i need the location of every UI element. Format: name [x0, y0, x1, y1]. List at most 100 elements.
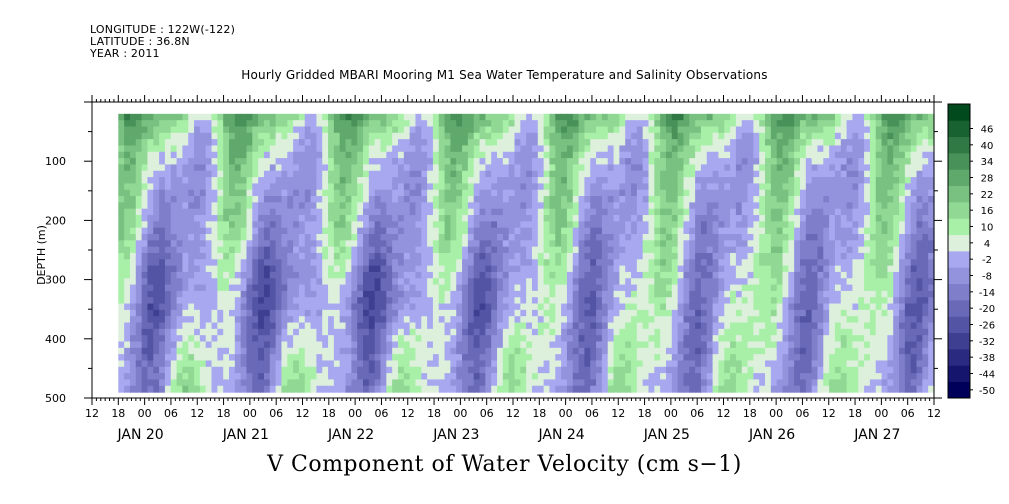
heat-cell	[561, 347, 568, 355]
heat-cell	[520, 366, 527, 374]
heat-cell	[467, 177, 475, 184]
heat-cell	[188, 385, 195, 393]
heat-cell	[281, 322, 288, 330]
heat-cell	[176, 379, 184, 387]
heat-cell	[124, 322, 131, 330]
heat-cell	[462, 183, 469, 191]
heat-cell	[747, 360, 754, 368]
heat-cell	[730, 196, 737, 203]
heat-cell	[456, 227, 463, 235]
heat-cell	[450, 120, 457, 128]
heat-cell	[357, 151, 364, 159]
heat-cell	[199, 189, 207, 197]
heat-cell	[765, 297, 772, 305]
heat-cell	[199, 145, 207, 153]
heat-cell	[497, 335, 504, 343]
heat-cell	[421, 271, 428, 279]
heat-cell	[502, 303, 510, 311]
heat-cell	[642, 290, 650, 298]
heat-cell	[129, 208, 137, 216]
heat-cell	[706, 132, 714, 140]
heat-cell	[631, 297, 638, 305]
heat-cell	[613, 120, 620, 128]
heat-cell	[665, 145, 673, 153]
heat-cell	[118, 132, 125, 140]
heat-cell	[572, 379, 580, 387]
heat-cell	[473, 139, 481, 147]
heat-cell	[328, 113, 335, 121]
heat-cell	[403, 132, 411, 140]
heat-cell	[135, 335, 143, 343]
heat-cell	[561, 316, 568, 324]
heat-cell	[648, 322, 655, 330]
heat-cell	[304, 341, 312, 349]
heat-cell	[293, 366, 300, 374]
heat-cell	[753, 221, 760, 229]
heat-cell	[473, 265, 481, 273]
heat-cell	[351, 202, 358, 210]
heat-cell	[380, 347, 387, 355]
heat-cell	[421, 183, 428, 191]
heat-cell	[526, 132, 533, 140]
heat-cell	[689, 265, 696, 273]
heat-cell	[328, 366, 335, 374]
heat-cell	[531, 354, 539, 362]
heat-cell	[718, 227, 725, 235]
heat-cell	[234, 233, 242, 241]
heat-cell	[706, 385, 714, 393]
heat-cell	[566, 164, 574, 172]
heat-cell	[741, 379, 749, 387]
heat-cell	[491, 208, 498, 216]
heat-cell	[735, 145, 743, 153]
heat-cell	[124, 170, 131, 178]
heat-cell	[188, 335, 195, 343]
heat-cell	[409, 271, 417, 279]
heat-cell	[363, 151, 370, 159]
heat-cell	[229, 322, 236, 330]
heat-cell	[281, 259, 288, 267]
heat-cell	[695, 385, 702, 393]
heat-cell	[695, 240, 702, 248]
heat-cell	[671, 284, 679, 292]
heat-cell	[695, 271, 702, 279]
heat-cell	[438, 158, 446, 166]
heat-cell	[141, 240, 149, 248]
heat-cell	[508, 202, 516, 210]
heat-cell	[374, 316, 382, 324]
heat-cell	[118, 290, 125, 298]
heat-cell	[601, 151, 609, 159]
heat-cell	[718, 290, 725, 298]
heat-cell	[450, 151, 457, 159]
heat-cell	[770, 240, 778, 248]
heat-cell	[380, 373, 387, 381]
heat-cell	[590, 246, 597, 254]
heat-cell	[234, 328, 242, 336]
heat-cell	[316, 284, 323, 292]
heat-cell	[316, 208, 323, 216]
heat-cell	[182, 132, 189, 140]
heat-cell	[368, 341, 376, 349]
heat-cell	[683, 335, 690, 343]
heat-cell	[357, 145, 364, 153]
heat-cell	[549, 208, 556, 216]
heat-cell	[252, 126, 259, 134]
heat-cell	[392, 202, 399, 210]
heat-cell	[747, 202, 754, 210]
heat-cell	[537, 278, 545, 286]
heat-cell	[246, 177, 253, 184]
heat-cell	[386, 158, 393, 166]
heat-cell	[234, 309, 242, 317]
heat-cell	[229, 385, 236, 393]
heat-cell	[770, 170, 778, 178]
heat-cell	[298, 373, 306, 381]
heat-cell	[660, 227, 667, 235]
heat-cell	[357, 373, 364, 381]
heat-cell	[194, 322, 201, 330]
heat-cell	[368, 284, 376, 292]
heat-cell	[520, 354, 527, 362]
heat-cell	[380, 379, 387, 387]
heat-cell	[129, 341, 137, 349]
heat-cell	[642, 120, 650, 128]
heat-cell	[170, 120, 178, 128]
heat-cell	[479, 360, 486, 368]
